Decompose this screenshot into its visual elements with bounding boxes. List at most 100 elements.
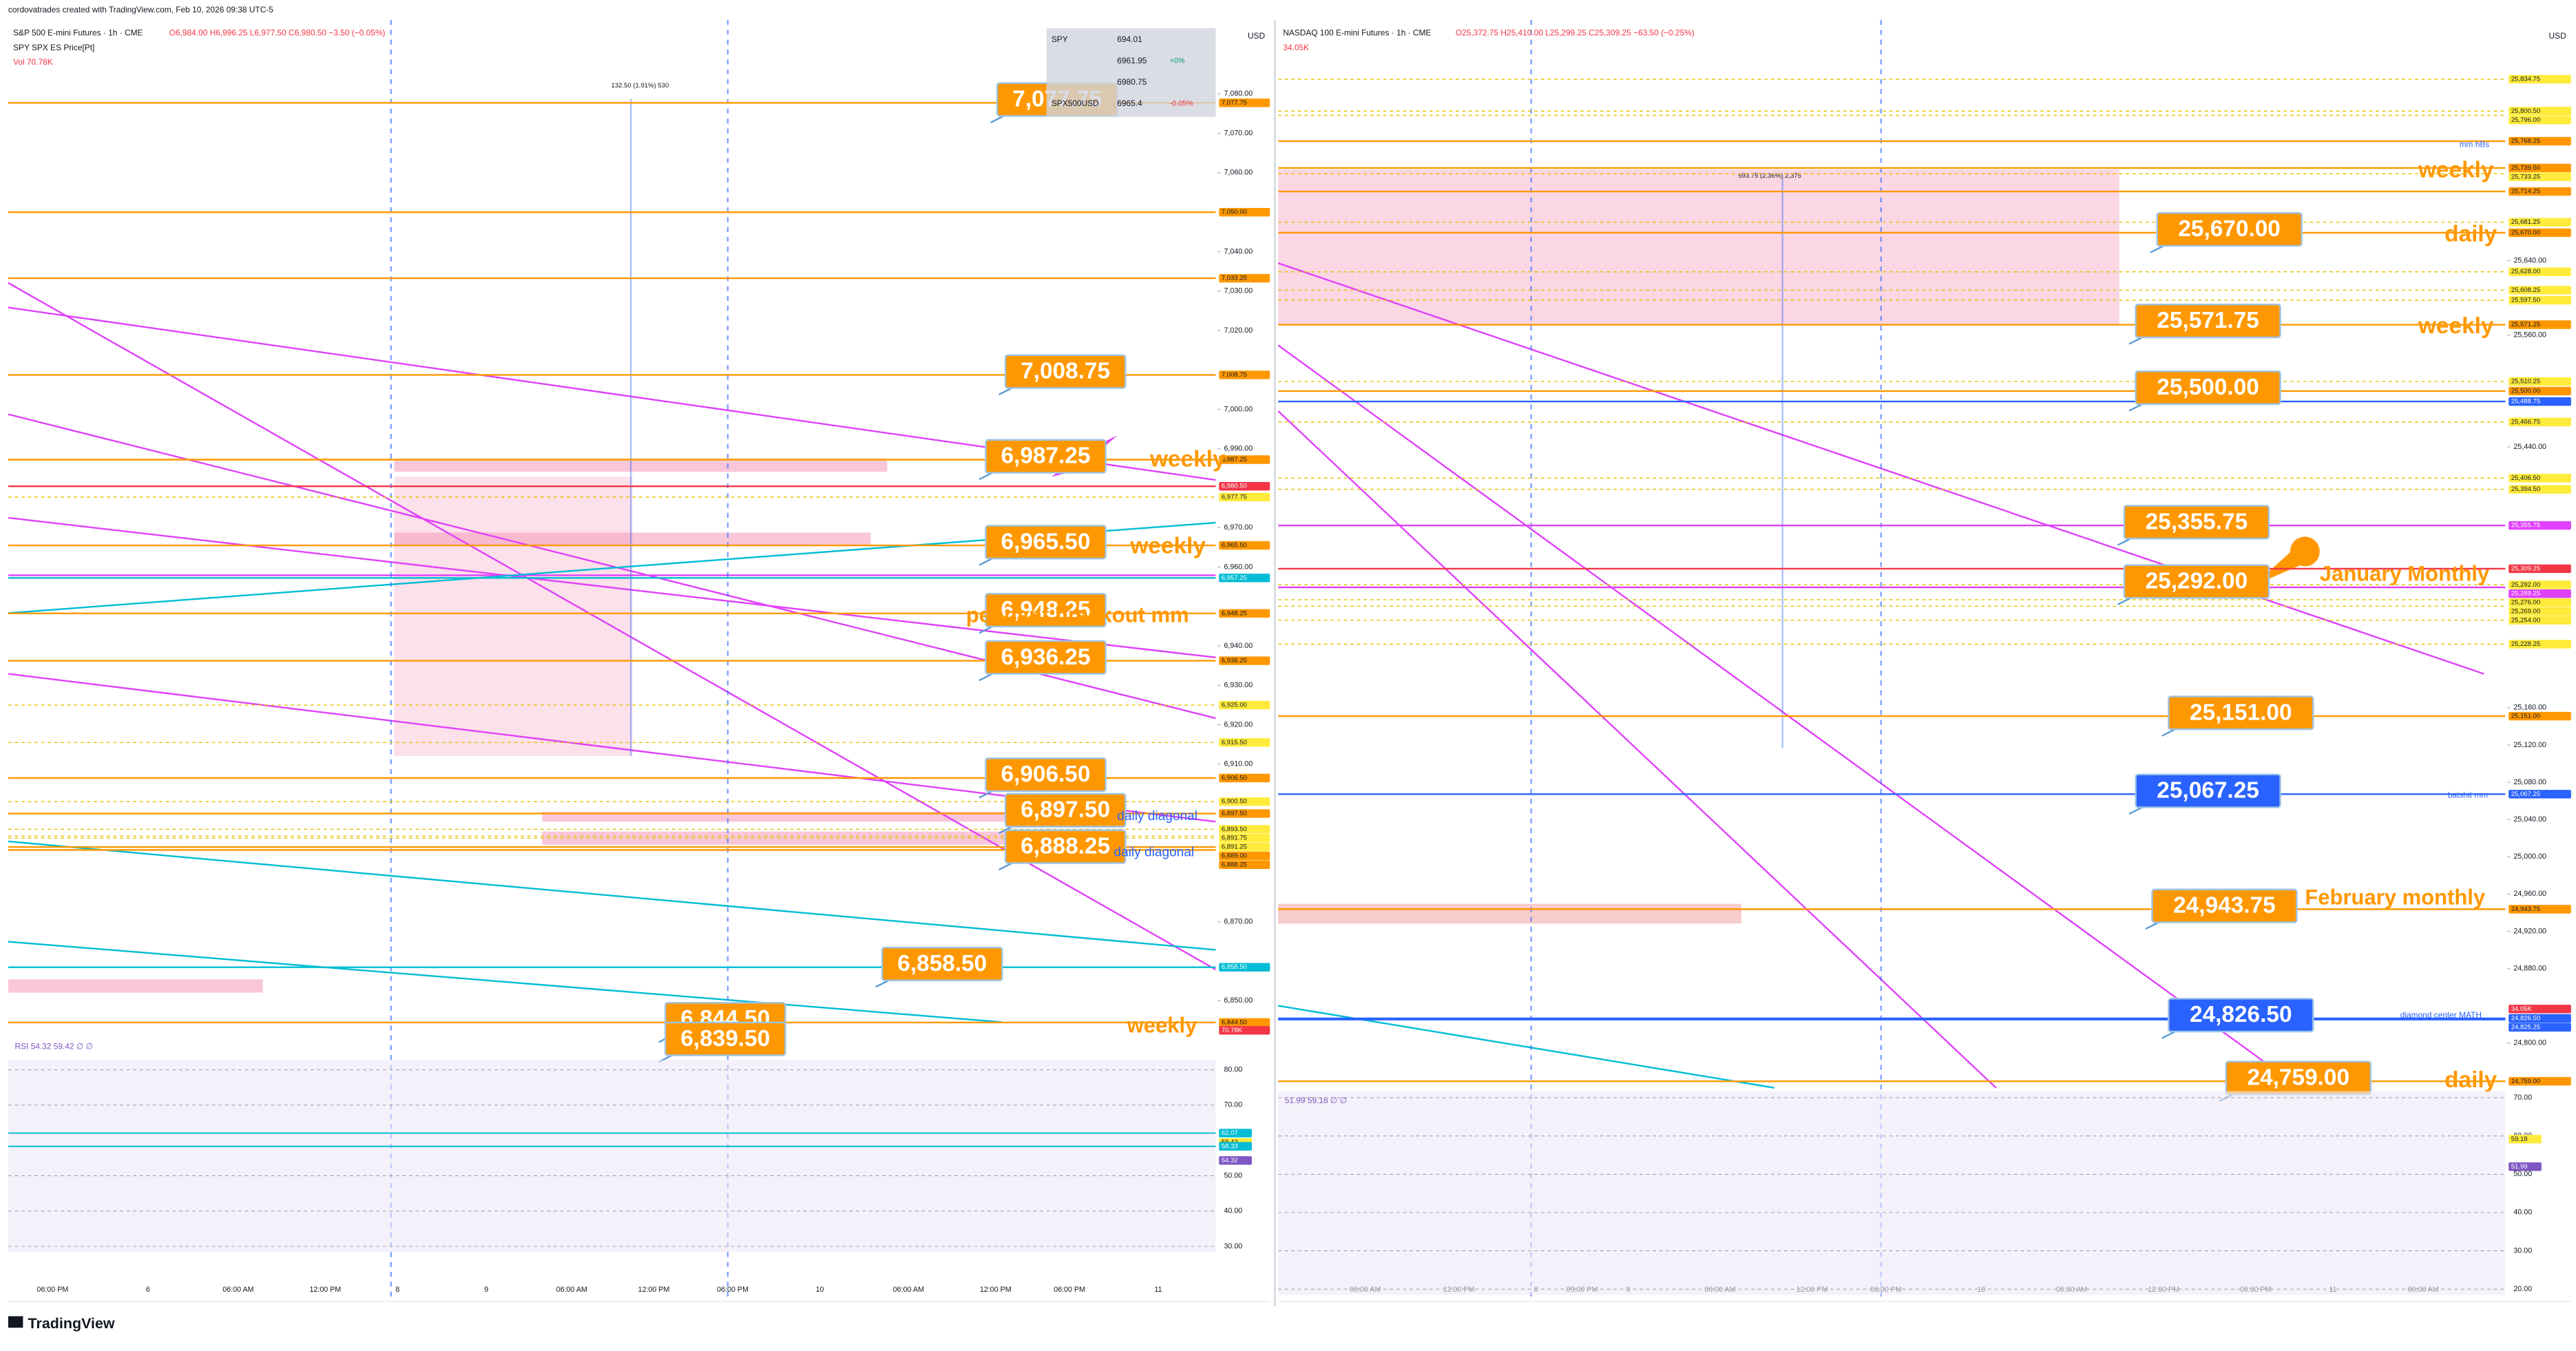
y-tick-label: 7,030.00	[1224, 287, 1253, 295]
rsi-pane	[8, 1060, 1216, 1253]
price-badge-label: 25,309.25	[2511, 565, 2540, 572]
price-badge-label: 25,768.25	[2511, 138, 2540, 145]
price-badge	[2509, 218, 2571, 227]
brand-name: TradingView	[28, 1315, 115, 1332]
price-badge-label: 6,925.00	[1222, 701, 1247, 709]
callout	[1004, 829, 1127, 864]
callout	[2156, 212, 2303, 247]
price-badge	[1219, 833, 1270, 843]
key-icon	[2254, 536, 2320, 585]
volume-badge-label: 70.78K	[1222, 1027, 1243, 1034]
volume-legend: 34.05K	[1283, 43, 1309, 52]
symbol-title: S&P 500 E-mini Futures · 1h · CME	[13, 28, 143, 37]
zone	[8, 979, 263, 993]
rsi-badge-label: 51.99	[2511, 1163, 2528, 1171]
callout-pointer	[998, 862, 1013, 871]
price-badge	[2509, 640, 2571, 649]
price-badge	[1219, 860, 1270, 870]
y-tick-label: 25,120.00	[2513, 741, 2546, 749]
volume-badge-label: 34.05K	[2511, 1005, 2533, 1013]
callout-pointer	[2117, 538, 2131, 546]
zone	[1278, 903, 1741, 924]
callout-label: 24,943.75	[2173, 893, 2276, 919]
y-tick-label: 7,020.00	[1224, 326, 1253, 335]
annotation: weekly	[2418, 313, 2494, 339]
price-badge	[2509, 485, 2571, 494]
price-badge-label: 7,033.25	[1222, 275, 1247, 282]
price-badge	[2509, 163, 2571, 173]
rsi-badge	[2509, 1162, 2542, 1171]
x-tick-label: 06:00 AM	[222, 1286, 253, 1294]
rsi-pane	[1278, 1091, 2506, 1295]
price-badge	[2509, 397, 2571, 406]
callout-pointer	[978, 673, 993, 682]
watchlist	[1046, 28, 1216, 117]
callout-label: 25,500.00	[2157, 375, 2259, 400]
rsi-badge-label: 62.07	[1222, 1129, 1238, 1137]
price-badge-label: 25,500.00	[2511, 387, 2540, 395]
price-badge-label: 6,987.25	[1222, 456, 1247, 463]
price-badge	[2509, 580, 2571, 589]
y-tick-label: 25,440.00	[2513, 443, 2546, 451]
price-badge	[1219, 1018, 1270, 1027]
callout-pointer	[2128, 336, 2143, 345]
rsi-badge	[1219, 1129, 1253, 1138]
watch-price: 6961.95	[1117, 56, 1146, 65]
callout	[985, 525, 1107, 560]
callout-pointer	[2161, 1031, 2176, 1039]
rsi-legend: 51.99 59.18 ∅ ∅	[1285, 1096, 1347, 1105]
price-badge-label: 25,394.50	[2511, 485, 2540, 493]
callout-pointer	[978, 472, 993, 481]
price-badge-label: 25,714.25	[2511, 188, 2540, 196]
callout	[2123, 564, 2270, 599]
price-badge-label: 25,151.00	[2511, 713, 2540, 720]
watch-symbol: SPX500USD	[1051, 98, 1099, 108]
price-badge	[1219, 98, 1270, 107]
logo-mark	[8, 1316, 23, 1328]
x-tick-label: 6	[146, 1286, 150, 1294]
y-tick-label: 25,000.00	[2513, 852, 2546, 861]
price-badge	[2509, 107, 2571, 116]
price-badge-label: 25,067.25	[2511, 790, 2540, 798]
price-badge-label: 24,826.50	[2511, 1015, 2540, 1023]
y-tick-label: 6,930.00	[1224, 681, 1253, 689]
price-badge-label: 6,936.25	[1222, 657, 1247, 664]
credit: cordovatrades created with TradingView.c…	[8, 5, 273, 14]
callout-pointer	[2117, 597, 2131, 605]
y-tick-label: 6,990.00	[1224, 445, 1253, 453]
price-badge-label: 6,888.25	[1222, 861, 1247, 868]
callout	[2135, 370, 2281, 406]
price-badge-label: 24,759.00	[2511, 1078, 2540, 1085]
ohlc: O6,984.00 H6,996.25 L6,977.50 C6,980.50 …	[169, 28, 386, 37]
y-tick-label: 24,880.00	[2513, 964, 2546, 972]
annotation: daily	[2444, 1067, 2498, 1093]
x-tick-label: 11	[1154, 1286, 1162, 1294]
x-tick-label: 12:00 PM	[638, 1286, 670, 1294]
price-badge-label: 25,597.50	[2511, 297, 2540, 304]
callout	[985, 640, 1107, 675]
callout-pointer	[978, 790, 993, 799]
callout-pointer	[998, 826, 1013, 835]
x-tick-label: 06:00 PM	[1054, 1286, 1085, 1294]
rsi-tick-label: 80.00	[1224, 1065, 1242, 1074]
y-tick-label: 25,080.00	[2513, 778, 2546, 786]
callout	[985, 592, 1107, 628]
price-badge	[2509, 74, 2571, 84]
y-tick-label: 24,800.00	[2513, 1039, 2546, 1047]
volume-badge	[2509, 1005, 2571, 1014]
price-badge	[2509, 1023, 2571, 1032]
price-badge	[1219, 700, 1270, 710]
annotation: batshit mm	[2448, 790, 2488, 799]
price-badge	[1219, 574, 1270, 583]
price-badge-label: 7,077.75	[1222, 99, 1247, 107]
price-badge	[1219, 370, 1270, 379]
annotation: weekly	[1149, 446, 1226, 472]
price-badge-label: 6,900.50	[1222, 798, 1247, 806]
price-badge-label: 25,488.75	[2511, 398, 2540, 406]
callout-pointer	[875, 979, 890, 988]
price-badge	[2509, 417, 2571, 427]
price-badge	[2509, 228, 2571, 238]
rsi-badge-label: 59.18	[2511, 1135, 2528, 1143]
callout-pointer	[2128, 403, 2143, 412]
